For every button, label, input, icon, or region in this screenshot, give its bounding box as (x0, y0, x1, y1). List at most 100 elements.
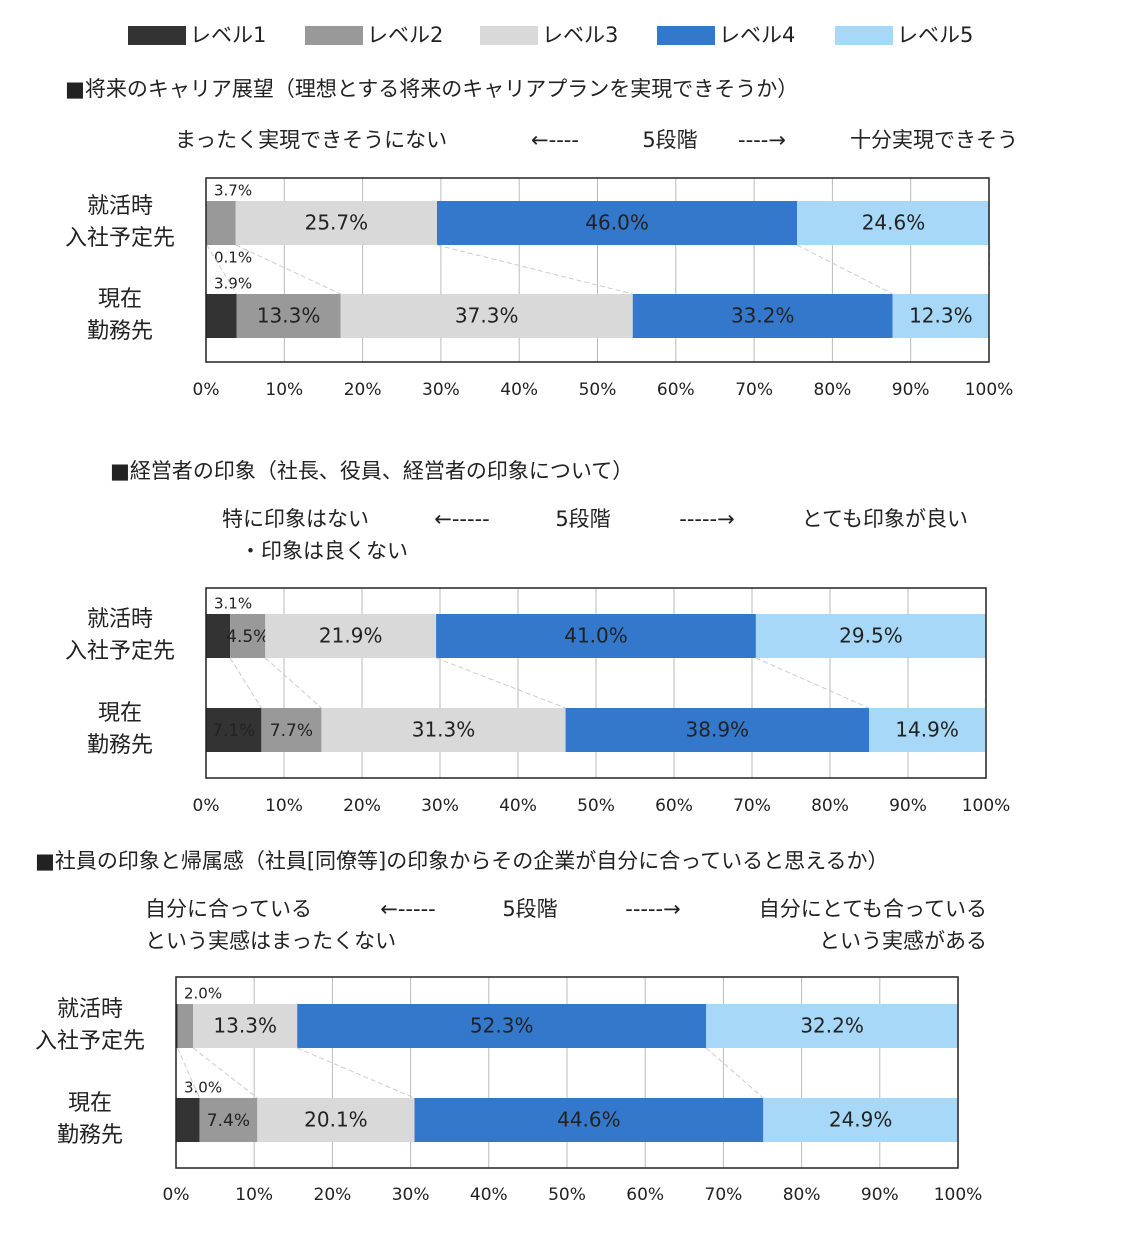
value-label: 13.3% (257, 304, 321, 328)
x-tick-label: 0% (193, 796, 220, 816)
plot-frame (175, 976, 959, 1169)
arrow-left: ←----- (434, 507, 489, 531)
value-label: 41.0% (564, 624, 628, 648)
value-label: 3.0% (184, 1079, 222, 1097)
x-tick-label: 0% (193, 380, 220, 400)
x-tick-label: 80% (783, 1185, 821, 1205)
scale-left: まったく実現できそうにない (175, 128, 447, 152)
category-label: 入社予定先 (65, 226, 175, 251)
category-label: 入社予定先 (35, 1029, 145, 1054)
plot-frame (205, 177, 990, 363)
category-label: 勤務先 (87, 319, 153, 344)
value-label: 25.7% (305, 211, 369, 235)
value-label: 24.6% (862, 211, 926, 235)
bar-segment (257, 1098, 415, 1142)
category-label: 勤務先 (57, 1123, 123, 1148)
arrow-right: ----→ (738, 128, 786, 152)
x-tick-label: 30% (422, 380, 460, 400)
connector (235, 244, 341, 295)
value-label: 21.9% (319, 624, 383, 648)
scale-mid: 5段階 (642, 128, 697, 152)
bar-segment (892, 294, 989, 338)
bar-segment (199, 1098, 258, 1142)
x-tick-label: 20% (343, 796, 381, 816)
bar-segment (206, 294, 237, 338)
connector (436, 244, 633, 295)
x-tick-label: 40% (499, 796, 537, 816)
x-tick-label: 100% (965, 380, 1014, 400)
x-tick-label: 70% (735, 380, 773, 400)
chart-title: ■将来のキャリア展望（理想とする将来のキャリアプランを実現できそうか） (65, 77, 798, 101)
legend-label: レベル3 (542, 23, 618, 47)
connector (755, 657, 870, 709)
bar-segment (206, 201, 236, 245)
connector (229, 657, 262, 709)
category-label: 就活時 (87, 607, 153, 632)
x-tick-label: 90% (889, 796, 927, 816)
connector (192, 1047, 258, 1099)
value-label: 3.9% (214, 275, 252, 293)
chart-title: ■社員の印象と帰属感（社員[同僚等]の印象からその企業が自分に合っていると思える… (35, 849, 889, 873)
bar-segment (763, 1098, 958, 1142)
bar-segment (265, 614, 437, 658)
x-tick-label: 60% (657, 380, 695, 400)
value-label: 33.2% (731, 304, 795, 328)
legend-swatch (835, 26, 893, 45)
category-label: 就活時 (87, 194, 153, 219)
value-label: 29.5% (839, 624, 903, 648)
bar-segment (706, 1004, 958, 1048)
x-tick-label: 90% (892, 380, 930, 400)
bar-segment (235, 201, 437, 245)
x-tick-label: 20% (314, 1185, 352, 1205)
category-label: 入社予定先 (65, 639, 175, 664)
bar-segment (565, 708, 869, 752)
legend-swatch (128, 26, 186, 45)
x-tick-label: 100% (934, 1185, 983, 1205)
category-label: 現在 (68, 1091, 112, 1116)
x-tick-label: 30% (421, 796, 459, 816)
bar-segment (632, 294, 893, 338)
scale-right: 十分実現できそう (850, 128, 1018, 152)
value-label: 12.3% (909, 304, 973, 328)
x-tick-label: 60% (626, 1185, 664, 1205)
value-label: 20.1% (304, 1108, 368, 1132)
value-label: 37.3% (455, 304, 519, 328)
value-label: 2.0% (184, 985, 222, 1003)
x-tick-label: 90% (861, 1185, 899, 1205)
x-tick-label: 50% (579, 380, 617, 400)
bar-segment (176, 1098, 200, 1142)
connector (206, 244, 237, 295)
value-label: 13.3% (213, 1014, 277, 1038)
value-label: 14.9% (895, 718, 959, 742)
bar-segment (869, 708, 986, 752)
connector (705, 1047, 764, 1099)
x-tick-label: 0% (163, 1185, 190, 1205)
scale-left: ・印象は良くない (240, 539, 408, 563)
x-tick-label: 10% (265, 796, 303, 816)
arrow-right: -----→ (625, 897, 680, 921)
bar-segment (340, 294, 633, 338)
bar-segment (193, 1004, 298, 1048)
connector (435, 657, 566, 709)
scale-mid: 5段階 (555, 507, 610, 531)
value-label: 32.2% (800, 1014, 864, 1038)
scale-left: という実感はまったくない (145, 929, 396, 953)
value-label: 7.1% (212, 721, 255, 741)
bar-segment (436, 201, 798, 245)
arrow-left: ←----- (380, 897, 435, 921)
scale-right: という実感がある (819, 929, 987, 953)
x-tick-label: 50% (577, 796, 615, 816)
connector (796, 244, 893, 295)
legend-label: レベル1 (190, 23, 266, 47)
bar-segment (261, 708, 322, 752)
category-label: 就活時 (57, 997, 123, 1022)
scale-left: 特に印象はない (222, 507, 369, 531)
arrow-left: ←---- (531, 128, 579, 152)
bar-segment (755, 614, 986, 658)
x-tick-label: 80% (811, 796, 849, 816)
bar-segment (297, 1004, 707, 1048)
legend-label: レベル2 (367, 23, 443, 47)
value-label: 46.0% (585, 211, 649, 235)
x-tick-label: 60% (655, 796, 693, 816)
value-label: 0.1% (214, 249, 252, 267)
